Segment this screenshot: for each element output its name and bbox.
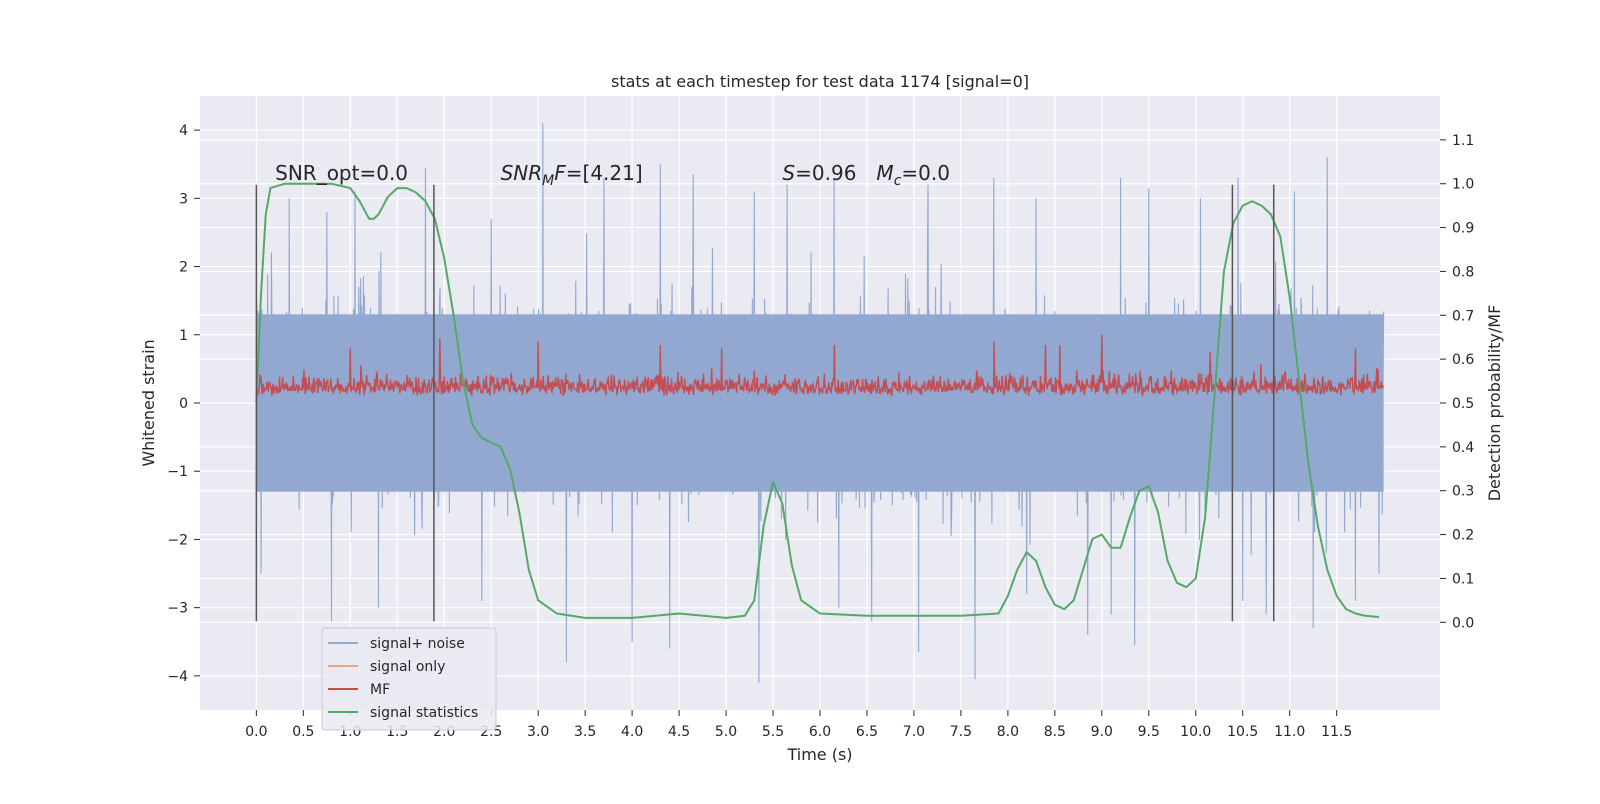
signal-noise-line bbox=[255, 123, 1385, 683]
y2-tick-label: 0.1 bbox=[1452, 571, 1474, 587]
series-layer bbox=[255, 123, 1385, 683]
annotation-snr-mf-value: =[4.21] bbox=[566, 161, 643, 185]
x-tick-label: 3.5 bbox=[574, 724, 596, 740]
x-tick-label: 7.0 bbox=[903, 724, 925, 740]
y2-tick-label: 0.3 bbox=[1452, 484, 1474, 500]
signal-statistics-line bbox=[255, 182, 1380, 619]
y2-tick-label: 1.1 bbox=[1452, 133, 1474, 149]
y-tick-label: −3 bbox=[167, 601, 188, 617]
y-axis-label: Whitened strain bbox=[139, 339, 158, 466]
x-tick-label: 3.0 bbox=[527, 724, 549, 740]
x-tick-label: 4.5 bbox=[668, 724, 690, 740]
y-tick-label: 3 bbox=[179, 191, 188, 207]
annotation-s-value: =0.96 bbox=[795, 161, 876, 185]
x-tick-label: 4.0 bbox=[621, 724, 643, 740]
chart-title: stats at each timestep for test data 117… bbox=[611, 72, 1029, 91]
annotation-s-mc: S=0.96 Mc=0.0 bbox=[782, 161, 950, 189]
legend-box bbox=[321, 627, 497, 731]
annotation-snr-mf-subscript: M bbox=[542, 173, 554, 189]
annotation-mc-value: =0.0 bbox=[901, 161, 950, 185]
x-tick-label: 0.0 bbox=[245, 724, 267, 740]
x-tick-label: 7.5 bbox=[950, 724, 972, 740]
x-axis-label: Time (s) bbox=[786, 745, 852, 764]
legend-label: signal statistics bbox=[370, 705, 478, 721]
annotation-snr-opt: SNR_opt=0.0 bbox=[275, 161, 408, 185]
y-tick-label: 1 bbox=[179, 328, 188, 344]
y2-tick-label: 1.0 bbox=[1452, 177, 1474, 193]
y2-tick-label: 0.7 bbox=[1452, 308, 1474, 324]
y-tick-label: 2 bbox=[179, 260, 188, 276]
y2-tick-label: 0.2 bbox=[1452, 528, 1474, 544]
y-tick-label: −2 bbox=[167, 532, 188, 548]
mf-line bbox=[255, 334, 1384, 398]
y2-axis-label: Detection probability/MF bbox=[1485, 305, 1504, 502]
y-tick-label: −1 bbox=[167, 464, 188, 480]
x-tick-label: 8.5 bbox=[1044, 724, 1066, 740]
y-tick-label: −4 bbox=[167, 669, 188, 685]
annotation-snr-mf-symbol: SNR bbox=[501, 161, 543, 185]
ticks: 0.0 0.5 1.0 1.5 2.0 2.5 3.0 3.5 4.0 4.5 5.0 5.5 6.0 6… bbox=[167, 123, 1474, 740]
y-tick-label: 4 bbox=[179, 123, 188, 139]
x-tick-label: 9.0 bbox=[1091, 724, 1113, 740]
vline-layer bbox=[255, 184, 1275, 622]
annotation-snr-mf: SNRMF=[4.21] bbox=[501, 161, 643, 189]
legend: signal+ noise signal only MF signal statist… bbox=[321, 627, 497, 731]
y2-tick-label: 0.5 bbox=[1452, 396, 1474, 412]
legend-label: MF bbox=[370, 682, 390, 698]
y2-tick-label: 0.6 bbox=[1452, 352, 1474, 368]
y2-tick-label: 0.4 bbox=[1452, 440, 1474, 456]
y2-tick-label: 0.8 bbox=[1452, 264, 1474, 280]
legend-label: signal+ noise bbox=[370, 636, 465, 652]
annotation-mc-subscript: c bbox=[894, 173, 902, 189]
x-tick-label: 11.0 bbox=[1274, 724, 1305, 740]
annotation-snr-mf-f: F bbox=[554, 161, 566, 185]
y-tick-label: 0 bbox=[179, 396, 188, 412]
x-tick-label: 5.5 bbox=[762, 724, 784, 740]
x-tick-label: 9.5 bbox=[1138, 724, 1160, 740]
x-tick-label: 5.0 bbox=[715, 724, 737, 740]
x-tick-label: 8.0 bbox=[997, 724, 1019, 740]
y2-tick-label: 0.9 bbox=[1452, 221, 1474, 237]
annotation-s-symbol: S bbox=[782, 161, 795, 185]
x-tick-label: 6.0 bbox=[809, 724, 831, 740]
x-tick-label: 6.5 bbox=[856, 724, 878, 740]
x-tick-label: 0.5 bbox=[292, 724, 314, 740]
annotations: SNR_opt=0.0 SNRMF=[4.21] S=0.96 Mc=0.0 bbox=[275, 161, 950, 189]
x-tick-label: 11.5 bbox=[1321, 724, 1352, 740]
legend-label: signal only bbox=[370, 659, 445, 675]
y2-tick-label: 0.0 bbox=[1452, 615, 1474, 631]
annotation-mc-symbol: M bbox=[876, 161, 893, 185]
x-tick-label: 10.0 bbox=[1180, 724, 1211, 740]
x-tick-label: 10.5 bbox=[1227, 724, 1258, 740]
